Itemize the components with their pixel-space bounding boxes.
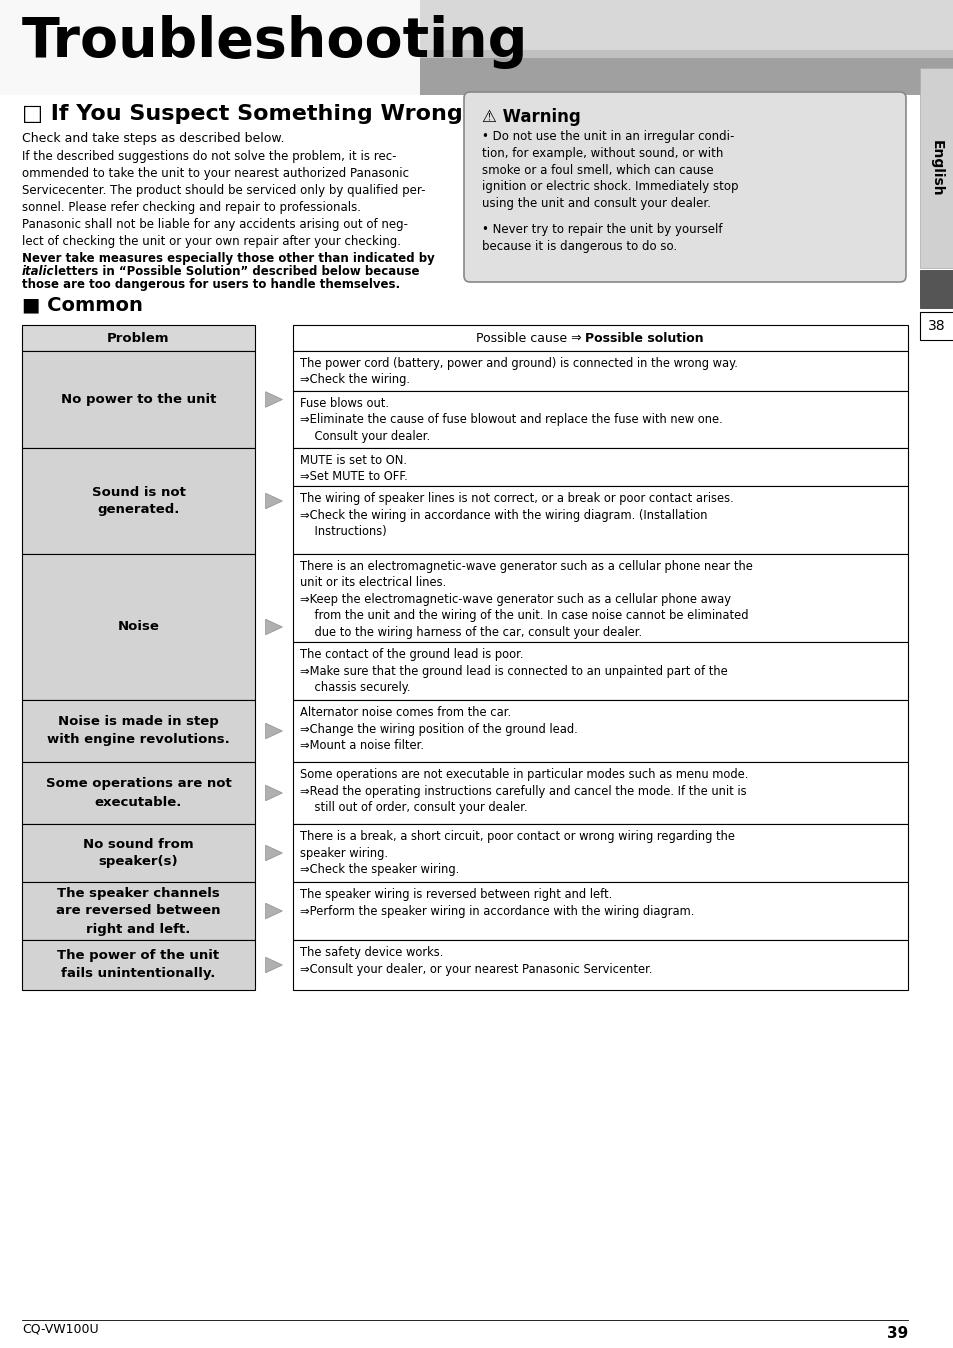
Text: 39: 39 [886, 1326, 907, 1341]
Polygon shape [265, 493, 282, 508]
Text: Troubleshooting: Troubleshooting [22, 15, 528, 69]
Bar [22, 448, 254, 554]
Text: There is a break, a short circuit, poor contact or wrong wiring regarding the
sp: There is a break, a short circuit, poor … [299, 830, 734, 876]
Bar [293, 642, 907, 700]
Text: □ If You Suspect Something Wrong: □ If You Suspect Something Wrong [22, 104, 462, 124]
Bar [419, 50, 953, 58]
Bar [293, 882, 907, 940]
Bar [293, 824, 907, 882]
Text: MUTE is set to ON.
⇒Set MUTE to OFF.: MUTE is set to ON. ⇒Set MUTE to OFF. [299, 454, 407, 484]
Text: italic: italic [22, 266, 54, 278]
Text: There is an electromagnetic-wave generator such as a cellular phone near the
uni: There is an electromagnetic-wave generat… [299, 559, 752, 639]
FancyBboxPatch shape [463, 92, 905, 282]
Text: The safety device works.
⇒Consult your dealer, or your nearest Panasonic Service: The safety device works. ⇒Consult your d… [299, 946, 652, 976]
Bar [293, 325, 907, 350]
Text: Check and take steps as described below.: Check and take steps as described below. [22, 132, 284, 146]
Text: The wiring of speaker lines is not correct, or a break or poor contact arises.
⇒: The wiring of speaker lines is not corre… [299, 492, 733, 538]
Text: Some operations are not executable in particular modes such as menu mode.
⇒Read : Some operations are not executable in pa… [299, 768, 747, 814]
Text: Noise is made in step
with engine revolutions.: Noise is made in step with engine revolu… [47, 716, 230, 747]
Text: Some operations are not
executable.: Some operations are not executable. [46, 778, 232, 809]
Text: those are too dangerous for users to handle themselves.: those are too dangerous for users to han… [22, 278, 399, 291]
Text: The power of the unit
fails unintentionally.: The power of the unit fails unintentiona… [57, 949, 219, 980]
Text: • Never try to repair the unit by yourself
because it is dangerous to do so.: • Never try to repair the unit by yourse… [481, 222, 721, 253]
Text: If the described suggestions do not solve the problem, it is rec-
ommended to ta: If the described suggestions do not solv… [22, 150, 425, 248]
Text: 38: 38 [927, 319, 944, 333]
Text: Sound is not
generated.: Sound is not generated. [91, 485, 185, 516]
Text: The contact of the ground lead is poor.
⇒Make sure that the ground lead is conne: The contact of the ground lead is poor. … [299, 648, 727, 694]
Text: ■ Common: ■ Common [22, 295, 143, 314]
Polygon shape [265, 903, 282, 919]
Text: Problem: Problem [107, 332, 170, 345]
Text: Possible solution: Possible solution [585, 332, 703, 345]
Bar [22, 554, 254, 700]
Text: The speaker channels
are reversed between
right and left.: The speaker channels are reversed betwee… [56, 887, 220, 936]
Bar [919, 311, 953, 340]
Bar [919, 270, 953, 307]
Bar [22, 325, 254, 350]
Bar [419, 0, 953, 94]
Text: ⚠ Warning: ⚠ Warning [481, 108, 580, 125]
Text: Never take measures especially those other than indicated by: Never take measures especially those oth… [22, 252, 435, 266]
Bar [293, 448, 907, 487]
Text: CQ-VW100U: CQ-VW100U [22, 1322, 98, 1336]
Bar [0, 0, 953, 94]
Text: English: English [929, 140, 943, 197]
Bar [22, 940, 254, 989]
Text: No sound from
speaker(s): No sound from speaker(s) [83, 837, 193, 868]
Bar [22, 882, 254, 940]
Text: Possible cause ⇒: Possible cause ⇒ [476, 332, 585, 345]
Bar [22, 824, 254, 882]
Text: The power cord (battery, power and ground) is connected in the wrong way.
⇒Check: The power cord (battery, power and groun… [299, 357, 737, 387]
Bar [293, 940, 907, 989]
Text: Alternator noise comes from the car.
⇒Change the wiring position of the ground l: Alternator noise comes from the car. ⇒Ch… [299, 706, 578, 752]
Bar [919, 67, 953, 268]
Polygon shape [265, 785, 282, 801]
Bar [293, 762, 907, 824]
Text: letters in “Possible Solution” described below because: letters in “Possible Solution” described… [50, 266, 419, 278]
Text: No power to the unit: No power to the unit [61, 394, 216, 406]
Bar [22, 350, 254, 448]
Polygon shape [265, 957, 282, 973]
Polygon shape [265, 845, 282, 861]
Polygon shape [265, 392, 282, 407]
Bar [293, 700, 907, 762]
Text: The speaker wiring is reversed between right and left.
⇒Perform the speaker wiri: The speaker wiring is reversed between r… [299, 888, 694, 918]
Bar [293, 487, 907, 554]
Bar [293, 391, 907, 448]
Bar [419, 0, 953, 55]
Bar [22, 762, 254, 824]
Text: Fuse blows out.
⇒Eliminate the cause of fuse blowout and replace the fuse with n: Fuse blows out. ⇒Eliminate the cause of … [299, 398, 722, 443]
Text: • Do not use the unit in an irregular condi-
tion, for example, without sound, o: • Do not use the unit in an irregular co… [481, 129, 738, 210]
Bar [293, 554, 907, 642]
Bar [419, 55, 953, 94]
Polygon shape [265, 619, 282, 635]
Bar [22, 700, 254, 762]
Polygon shape [265, 723, 282, 739]
Text: Noise: Noise [117, 620, 159, 634]
Bar [293, 350, 907, 391]
